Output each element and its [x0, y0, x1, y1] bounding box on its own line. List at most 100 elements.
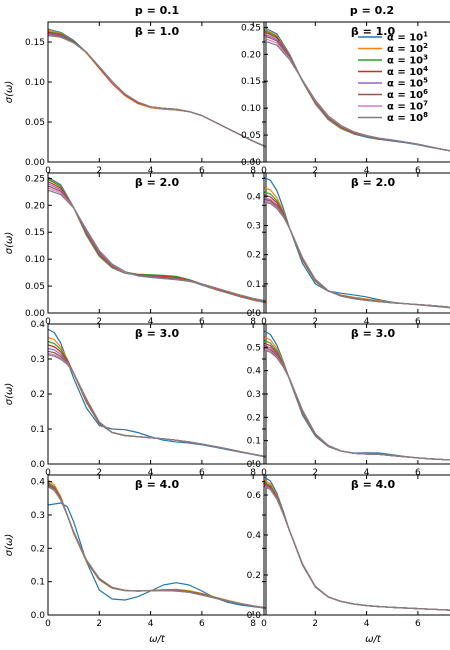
y-tick-label: 0.0	[247, 460, 262, 470]
y-tick-label: 0.2	[247, 413, 261, 423]
series-line-alpha-3	[48, 31, 266, 148]
y-tick-label: 0.05	[241, 131, 261, 141]
plot-frame	[263, 474, 450, 616]
series-line-alpha-1	[264, 176, 450, 309]
series-line-alpha-8	[264, 40, 450, 152]
y-tick-label: 0.20	[241, 50, 261, 60]
y-tick-label: 0.4	[31, 478, 46, 488]
y-tick-label: 0.0	[31, 460, 46, 470]
x-tick-label: 4	[364, 468, 370, 478]
legend-exponent: 4	[423, 65, 428, 73]
series-group	[264, 176, 450, 309]
panel-6: 0 2 4 6 80.00.10.20.30.4 β = 4.0σ(ω)ω/t	[4, 474, 267, 645]
y-tick-label: 0.00	[241, 158, 261, 168]
series-line-alpha-7	[48, 187, 266, 302]
y-tick-label: 0.00	[25, 309, 45, 319]
series-line-alpha-2	[264, 479, 450, 611]
y-tick-label: 0.25	[25, 174, 45, 184]
series-line-alpha-6	[48, 185, 266, 302]
series-line-alpha-7	[264, 348, 450, 461]
x-tick-label: 2	[312, 619, 318, 629]
y-tick-label: 0.2	[31, 390, 45, 400]
x-tick-label: 0	[45, 166, 51, 176]
x-tick-label: 6	[415, 166, 421, 176]
x-tick-label: 6	[415, 468, 421, 478]
plot-frame	[47, 474, 267, 616]
series-group	[264, 476, 450, 611]
plot-frame	[263, 21, 450, 163]
beta-label: β = 2.0	[135, 176, 180, 189]
x-tick-label: 4	[148, 166, 154, 176]
x-axis-label: ω/t	[149, 634, 166, 645]
panel-3: 0 2 4 6 80.0 0.1 0.2 0.3 0.4 β = 2.0	[247, 172, 450, 327]
y-axis-label: σ(ω)	[4, 81, 15, 104]
y-tick-label: 0.10	[25, 78, 45, 88]
y-tick-label: 0.3	[247, 222, 261, 232]
y-tick-label: 0.4	[247, 367, 262, 377]
y-tick-label: 0.4	[247, 192, 262, 202]
y-tick-label: 0.20	[25, 201, 45, 211]
x-tick-label: 8	[250, 317, 256, 327]
y-tick-label: 0.05	[25, 118, 45, 128]
y-tick-label: 0.3	[247, 390, 261, 400]
beta-label: β = 3.0	[351, 327, 396, 340]
series-line-alpha-2	[48, 177, 266, 303]
x-tick-label: 0	[261, 619, 267, 629]
beta-label: β = 4.0	[351, 478, 396, 491]
series-line-alpha-5	[48, 183, 266, 302]
series-line-alpha-6	[264, 198, 450, 308]
legend-entry: α = 105	[387, 77, 428, 90]
y-tick-label: 0.0	[247, 611, 262, 621]
x-tick-label: 6	[199, 317, 205, 327]
legend-entry: α = 104	[387, 65, 428, 78]
series-group	[48, 328, 266, 458]
series-line-alpha-3	[48, 340, 266, 458]
x-tick-label: 6	[199, 619, 205, 629]
x-axis-label: ω/t	[365, 634, 382, 645]
y-tick-label: 0.2	[247, 251, 261, 261]
series-line-alpha-1	[264, 330, 450, 461]
y-tick-label: 0.10	[25, 255, 45, 265]
y-tick-label: 0.1	[247, 280, 261, 290]
series-line-alpha-5	[48, 347, 266, 458]
series-line-alpha-7	[264, 485, 450, 611]
legend-entry: α = 108	[387, 111, 428, 124]
series-line-alpha-3	[264, 191, 450, 308]
x-tick-label: 2	[312, 166, 318, 176]
series-line-alpha-4	[264, 194, 450, 308]
x-tick-label: 2	[312, 468, 318, 478]
beta-label: β = 3.0	[135, 327, 180, 340]
series-line-alpha-2	[264, 336, 450, 461]
series-line-alpha-7	[264, 200, 450, 308]
series-line-alpha-6	[264, 346, 450, 461]
series-line-alpha-4	[264, 482, 450, 611]
beta-label: β = 4.0	[135, 478, 180, 491]
beta-label: β = 2.0	[351, 176, 396, 189]
series-line-alpha-1	[48, 502, 266, 609]
legend-entry: α = 103	[387, 54, 428, 67]
series-group	[48, 479, 266, 609]
panel-0: 0 2 4 6 80.000.050.100.15β = 1.0σ(ω)	[4, 21, 267, 176]
plot-frame	[263, 172, 450, 314]
series-line-alpha-5	[264, 197, 450, 308]
x-tick-label: 2	[96, 619, 102, 629]
x-tick-label: 0	[261, 468, 267, 478]
y-tick-label: 0.15	[25, 38, 45, 48]
beta-label: β = 1.0	[135, 25, 180, 38]
x-tick-label: 4	[364, 619, 370, 629]
y-axis-label: σ(ω)	[4, 232, 15, 255]
y-tick-label: 0.3	[31, 355, 45, 365]
x-tick-label: 2	[96, 166, 102, 176]
series-line-alpha-8	[264, 485, 450, 611]
y-tick-label: 0.2	[247, 571, 261, 581]
beta-label: β = 1.0	[351, 25, 396, 38]
x-tick-label: 4	[148, 619, 154, 629]
y-tick-label: 0.15	[25, 228, 45, 238]
x-tick-label: 2	[96, 317, 102, 327]
panel-7: 0 2 4 6 80.0 0.2 0.4 0.6 β = 4.0 ω/t	[247, 474, 450, 645]
series-line-alpha-4	[48, 181, 266, 303]
series-line-alpha-8	[264, 349, 450, 461]
legend-entry: α = 107	[387, 100, 428, 113]
x-tick-label: 0	[261, 166, 267, 176]
